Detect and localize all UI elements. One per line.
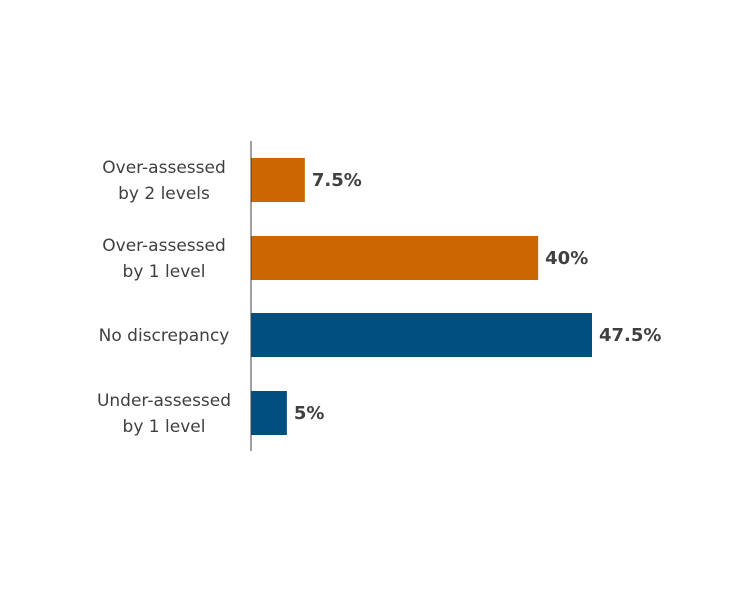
bar-under-assessed-by-1-level [251,391,287,435]
category-label-line: by 1 level [123,417,206,437]
labels-layer: 7.5% Over-assessed by 2 levels 40% Over-asse… [97,158,661,437]
data-label-no-discrepancy: 47.5% [599,325,661,346]
bar-over-assessed-by-1-level [251,236,539,280]
category-label-line: Over-assessed [102,158,226,178]
category-label-line: by 1 level [123,262,206,282]
bars-layer [251,158,592,435]
category-label-line: by 2 levels [118,184,210,204]
category-label-line: Under-assessed [97,391,231,411]
bar-no-discrepancy [251,313,592,357]
bar-over-assessed-by-2-levels [251,158,305,202]
category-label-no-discrepancy: No discrepancy [99,326,230,346]
category-label-line: Over-assessed [102,236,226,256]
data-label-over-assessed-by-1-level: 40% [545,248,588,269]
category-label-line: No discrepancy [99,326,230,346]
data-label-over-assessed-by-2-levels: 7.5% [312,170,362,191]
category-label-under-assessed-by-1-level: Under-assessed by 1 level [97,391,231,437]
data-label-under-assessed-by-1-level: 5% [294,403,325,424]
category-label-over-assessed-by-2-levels: Over-assessed by 2 levels [102,158,226,204]
category-label-over-assessed-by-1-level: Over-assessed by 1 level [102,236,226,282]
